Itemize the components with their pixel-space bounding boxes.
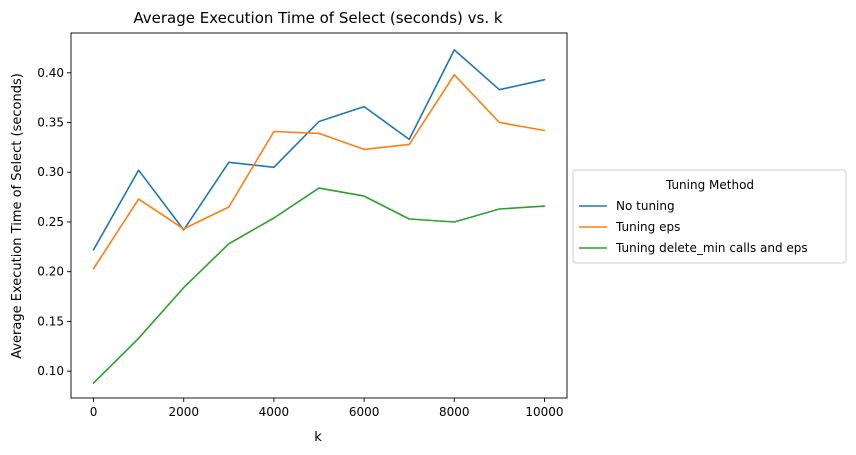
legend-entry: Tuning eps [615, 220, 680, 234]
x-tick-label: 4000 [259, 405, 290, 419]
x-axis: 0 2000 4000 6000 8000 10000 [90, 398, 564, 419]
y-axis-label: Average Execution Time of Select (second… [10, 73, 25, 359]
x-tick-label: 6000 [349, 405, 380, 419]
legend-entry: No tuning [616, 199, 675, 213]
y-tick-label: 0.15 [37, 314, 64, 328]
x-tick-label: 10000 [525, 405, 563, 419]
chart-title: Average Execution Time of Select (second… [133, 9, 502, 27]
series-line-2 [92, 74, 546, 270]
series-line-1 [92, 49, 546, 251]
x-tick-label: 8000 [439, 405, 470, 419]
y-tick-label: 0.20 [37, 265, 64, 279]
x-tick-label: 2000 [168, 405, 199, 419]
legend-items: No tuning Tuning eps Tuning delete_min cal… [579, 199, 808, 255]
y-axis: 0.10 0.15 0.20 0.25 0.30 0.35 0.40 [37, 66, 71, 378]
y-tick-label: 0.25 [37, 215, 64, 229]
series-lines [92, 49, 546, 384]
y-tick-label: 0.10 [37, 364, 64, 378]
plot-area [70, 32, 568, 399]
legend: Tuning Method No tuning Tuning eps Tuning … [572, 169, 847, 264]
legend-box [572, 169, 847, 264]
x-axis-label: k [314, 430, 322, 445]
x-tick-label: 0 [90, 405, 98, 419]
y-tick-label: 0.30 [37, 165, 64, 179]
y-tick-label: 0.40 [37, 66, 64, 80]
legend-title: Tuning Method [665, 178, 754, 192]
y-tick-label: 0.35 [37, 116, 64, 130]
series-line-3 [92, 187, 546, 384]
legend-entry: Tuning delete_min calls and eps [615, 241, 808, 255]
